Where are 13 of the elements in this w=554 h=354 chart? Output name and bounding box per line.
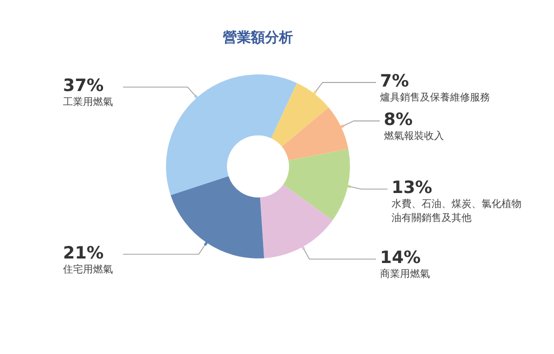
data-label: 8% bbox=[384, 110, 413, 130]
slice-label: 水費、石油、煤炭、氯化植物油有關銷售及其他 bbox=[392, 198, 522, 224]
data-label: 14% bbox=[380, 248, 421, 268]
data-label: 37% bbox=[63, 76, 104, 96]
data-label: 13% bbox=[392, 178, 432, 198]
data-label: 7% bbox=[380, 71, 409, 92]
slice-label: 商業用燃氣 bbox=[380, 268, 430, 280]
chart-title: 營業額分析 bbox=[223, 29, 293, 46]
slice-label: 住宅用燃氣 bbox=[63, 263, 113, 276]
slice-label: 爐具銷售及保養維修服務 bbox=[380, 91, 490, 104]
data-label: 21% bbox=[63, 243, 104, 264]
slice-label: 燃氣報裝收入 bbox=[384, 130, 444, 142]
slice-label: 工業用燃氣 bbox=[63, 96, 113, 108]
